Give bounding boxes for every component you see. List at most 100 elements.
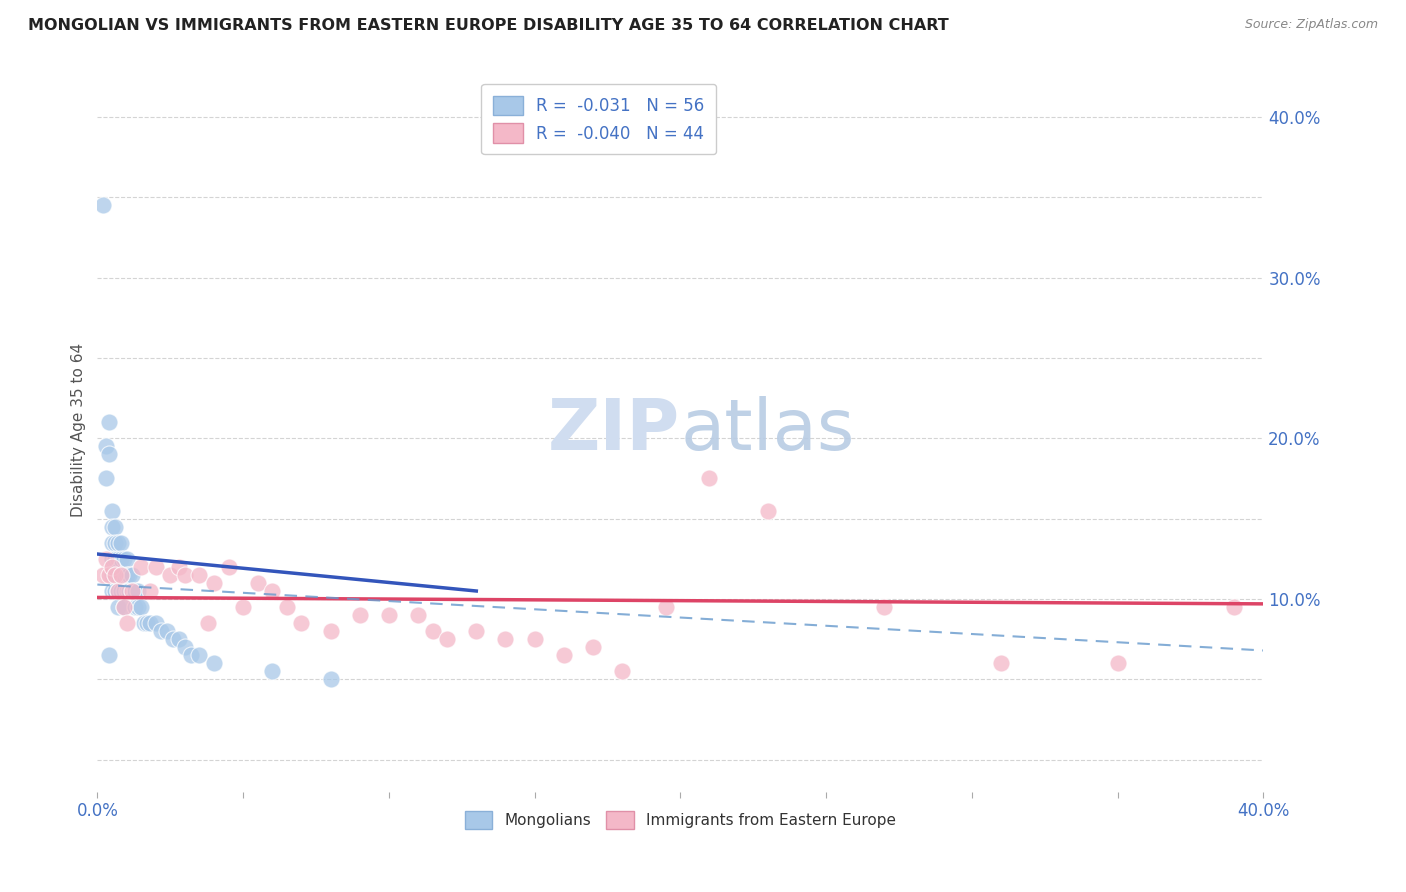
Point (112, 552, 135, 566)
Point (104, 584, 127, 599)
Point (115, 616, 138, 631)
Point (98, 447, 121, 461)
Point (129, 560, 152, 574)
Point (1107, 657, 1129, 671)
Point (699, 471, 721, 485)
Point (94, 471, 117, 485)
Point (246, 576, 269, 591)
Point (523, 632, 546, 647)
Point (180, 648, 202, 663)
Point (135, 616, 157, 631)
Point (610, 665, 633, 679)
Point (319, 673, 342, 687)
Point (107, 600, 129, 615)
Point (232, 600, 254, 615)
Point (127, 600, 149, 615)
Point (582, 640, 605, 655)
Point (110, 552, 132, 566)
Point (349, 608, 371, 623)
Point (110, 535, 132, 549)
Point (101, 519, 124, 533)
Point (262, 665, 284, 679)
Point (112, 584, 135, 599)
Point (494, 632, 516, 647)
Point (990, 657, 1012, 671)
Point (655, 600, 678, 615)
Point (124, 584, 146, 599)
Point (94, 439, 117, 453)
Point (98, 568, 121, 582)
Y-axis label: Disability Age 35 to 64: Disability Age 35 to 64 (72, 343, 86, 517)
Point (197, 616, 219, 631)
Point (107, 535, 129, 549)
Point (319, 624, 342, 639)
Point (159, 568, 181, 582)
Point (98, 415, 121, 429)
Point (156, 624, 179, 639)
Point (110, 568, 132, 582)
Point (188, 568, 211, 582)
Point (129, 600, 152, 615)
Point (188, 648, 211, 663)
Point (139, 584, 162, 599)
Point (101, 503, 124, 517)
Point (150, 624, 173, 639)
Point (107, 584, 129, 599)
Point (101, 535, 124, 549)
Point (422, 624, 444, 639)
Point (276, 600, 298, 615)
Point (167, 632, 190, 647)
Point (124, 600, 146, 615)
Legend: Mongolians, Immigrants from Eastern Europe: Mongolians, Immigrants from Eastern Euro… (458, 805, 903, 835)
Point (94, 552, 117, 566)
Text: Source: ZipAtlas.com: Source: ZipAtlas.com (1244, 18, 1378, 31)
Point (553, 648, 575, 663)
Point (101, 560, 124, 574)
Point (101, 568, 124, 582)
Point (145, 616, 167, 631)
Text: ZIP: ZIP (548, 396, 681, 465)
Point (118, 584, 141, 599)
Point (873, 600, 896, 615)
Point (104, 535, 127, 549)
Point (756, 503, 779, 517)
Point (290, 616, 312, 631)
Point (173, 568, 195, 582)
Point (91, 198, 114, 212)
Point (121, 584, 143, 599)
Point (107, 584, 129, 599)
Point (107, 552, 129, 566)
Point (104, 519, 127, 533)
Point (115, 584, 138, 599)
Point (112, 600, 135, 615)
Point (115, 552, 138, 566)
Point (121, 568, 143, 582)
Point (101, 584, 124, 599)
Point (104, 552, 127, 566)
Point (218, 560, 240, 574)
Point (132, 616, 155, 631)
Point (202, 657, 225, 671)
Point (110, 568, 132, 582)
Point (262, 584, 284, 599)
Text: atlas: atlas (681, 396, 855, 465)
Point (1223, 600, 1246, 615)
Point (104, 568, 127, 582)
Point (436, 632, 458, 647)
Text: MONGOLIAN VS IMMIGRANTS FROM EASTERN EUROPE DISABILITY AGE 35 TO 64 CORRELATION : MONGOLIAN VS IMMIGRANTS FROM EASTERN EUR… (28, 18, 949, 33)
Point (167, 560, 190, 574)
Point (145, 560, 167, 574)
Point (378, 608, 401, 623)
Point (127, 584, 149, 599)
Point (115, 568, 138, 582)
Point (162, 632, 184, 647)
Point (112, 568, 135, 582)
Point (98, 648, 121, 663)
Point (139, 616, 162, 631)
Point (173, 640, 195, 655)
Point (112, 600, 135, 615)
Point (107, 568, 129, 582)
Point (202, 576, 225, 591)
Point (121, 584, 143, 599)
Point (101, 552, 124, 566)
